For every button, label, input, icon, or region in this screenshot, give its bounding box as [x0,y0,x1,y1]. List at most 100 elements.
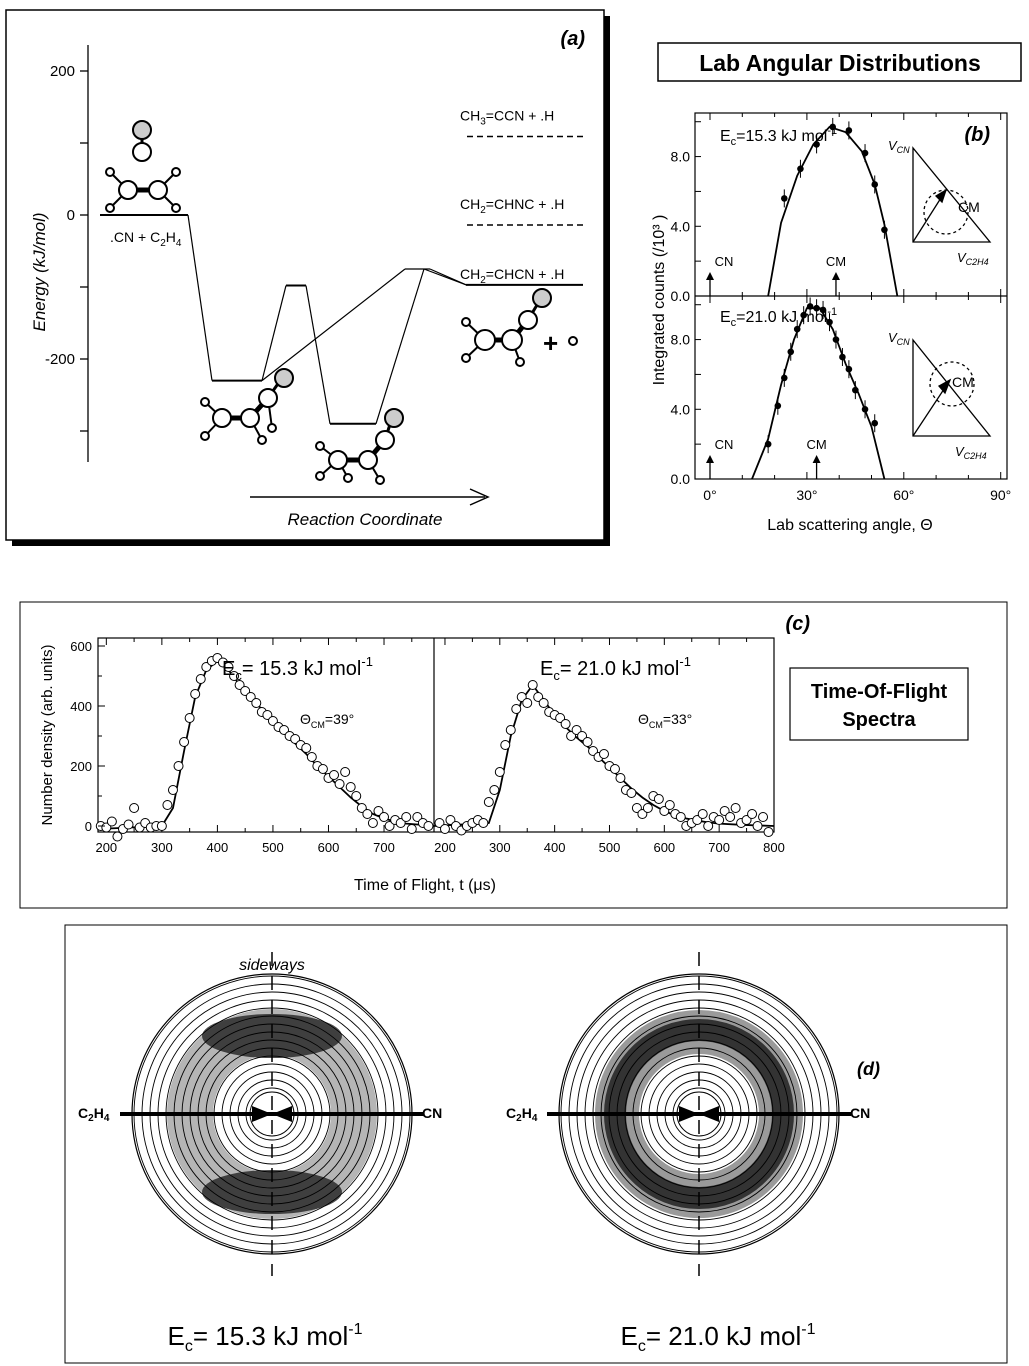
tof-data-point [306,752,317,762]
tof-data-point [340,767,351,777]
tof-data-point [179,737,190,747]
tof-data-point [334,779,345,789]
tof-y-tick-label: 200 [70,759,92,774]
tof-x-tick-label: 600 [318,840,340,855]
angular-data-point [871,181,879,188]
tof-data-point [500,740,511,750]
tof-data-point [156,821,167,831]
tof-data-point [664,800,675,810]
angular-data-point [780,374,788,382]
plus-sign: + [543,328,558,358]
pathway-connector [305,285,331,424]
tof-data-point [615,773,626,783]
angular-x-tick-label: 30° [796,487,817,503]
angular-data-point [839,353,846,361]
angular-x-tick-label: 0° [703,487,716,503]
angular-data-point [813,304,820,312]
marker-arrowhead [831,272,840,280]
beam-arrow-left [679,1106,699,1122]
pathway-connector [187,214,213,381]
tof-data-point [747,809,758,819]
tof-data-point [123,819,134,830]
tof-data-point [406,824,417,834]
angular-data-point [774,402,782,410]
panel-b-tag: (b) [964,124,990,146]
contour-left-cn: CN [422,1105,442,1121]
panel-a-energy-diagram: (a) 200 0 -200 Energy (kJ/mol) CH3=CCN + .… [5,9,610,546]
angular-data-point [806,303,814,310]
tof-data-point [229,671,240,681]
energy-levels [100,214,583,425]
tof-data-point [184,713,195,723]
beam-arrow-left [252,1106,272,1122]
tof-data-point [251,698,262,708]
tof-data-point [527,680,538,690]
tof-y-tick-label: 400 [70,699,92,714]
angular-data-point [845,127,853,134]
tof-data-point [675,812,686,822]
angular-data-point [832,336,840,343]
reaction-coordinate-arrow [250,488,490,506]
contour-right-c2h4: C2H4 [506,1105,538,1124]
direct-pathway [429,268,467,286]
newton-bottom-vc2h4: VC2H4 [955,444,987,461]
tof-data-point [725,812,736,822]
tof-data-point [195,674,206,684]
tof-data-point [599,749,609,759]
panel-a-tag: (a) [561,28,586,50]
newton-diagram-bottom [912,338,992,437]
contour-left-title: Ec= 15.3 kJ mol-1 [168,1321,363,1355]
tof-left-title: Ec= 15.3 kJ mol-1 [222,654,373,683]
tof-data-point [560,719,571,729]
angular-y-tick-label: 8.0 [671,332,691,348]
tof-x-tick-label: 800 [763,840,785,855]
lab-angular-header-box [657,42,1022,82]
tof-x-tick-label: 500 [599,840,621,855]
tof-data-point [329,770,340,780]
tof-x-tick-label: 500 [262,840,284,855]
tof-data-point [351,791,362,801]
energy-axis-label: Energy (kJ/mol) [30,212,49,331]
tof-xlabel: Time of Flight, t (μs) [354,877,496,894]
newton-top-vcn: VCN [888,138,910,155]
tof-data-point [423,821,434,831]
tof-data-point [173,761,184,771]
tof-y-tick-label: 0 [85,819,92,834]
tof-data-point [301,743,312,753]
angular-x-tick-label: 90° [990,487,1011,503]
angular-ylabel: Integrated counts (/10³ ) [651,215,668,386]
tof-data-point [763,827,774,837]
tof-data-point [494,767,505,777]
tof-data-point [129,803,140,813]
angular-data-point [780,195,788,202]
angular-x-tick-label: 60° [893,487,914,503]
direct-pathway [261,268,406,382]
tof-data-point [758,812,769,822]
intermediate-1-molecule-sketch [200,368,294,445]
tof-data-point [223,662,234,672]
tof-data-point [752,821,763,831]
cn-c2h4-molecule-sketch [105,120,181,213]
newton-bottom-cm: CM [952,374,974,390]
newton-top-cm: CM [958,199,980,215]
tof-x-tick-label: 300 [489,840,511,855]
energy-tick-label: 200 [50,63,75,80]
tof-data-point [439,824,450,834]
contour-right-title: Ec= 21.0 kJ mol-1 [621,1321,816,1355]
tof-ylabel: Number density (arb. units) [39,645,56,826]
product-labels: CH3=CCN + .H CH2=CHNC + .H CH2=CHCN + .H [460,107,583,286]
angular-data-point [852,386,859,394]
product-label-1: CH2=CHNC + .H [460,196,564,216]
angular-data-point [800,311,807,319]
angular-data-point [871,419,879,427]
angular-data-point [793,325,801,333]
angular-plot-bottom: 0.0 4.0 8.0 CN CM 0° 30° 60° 90° [671,296,1011,503]
marker-label-cm: CM [806,437,826,452]
angular-data-point [861,405,869,413]
beam-arrow-right [272,1106,292,1122]
beam-arrow-right [699,1106,719,1122]
panel-c-plot-frame [97,637,775,833]
